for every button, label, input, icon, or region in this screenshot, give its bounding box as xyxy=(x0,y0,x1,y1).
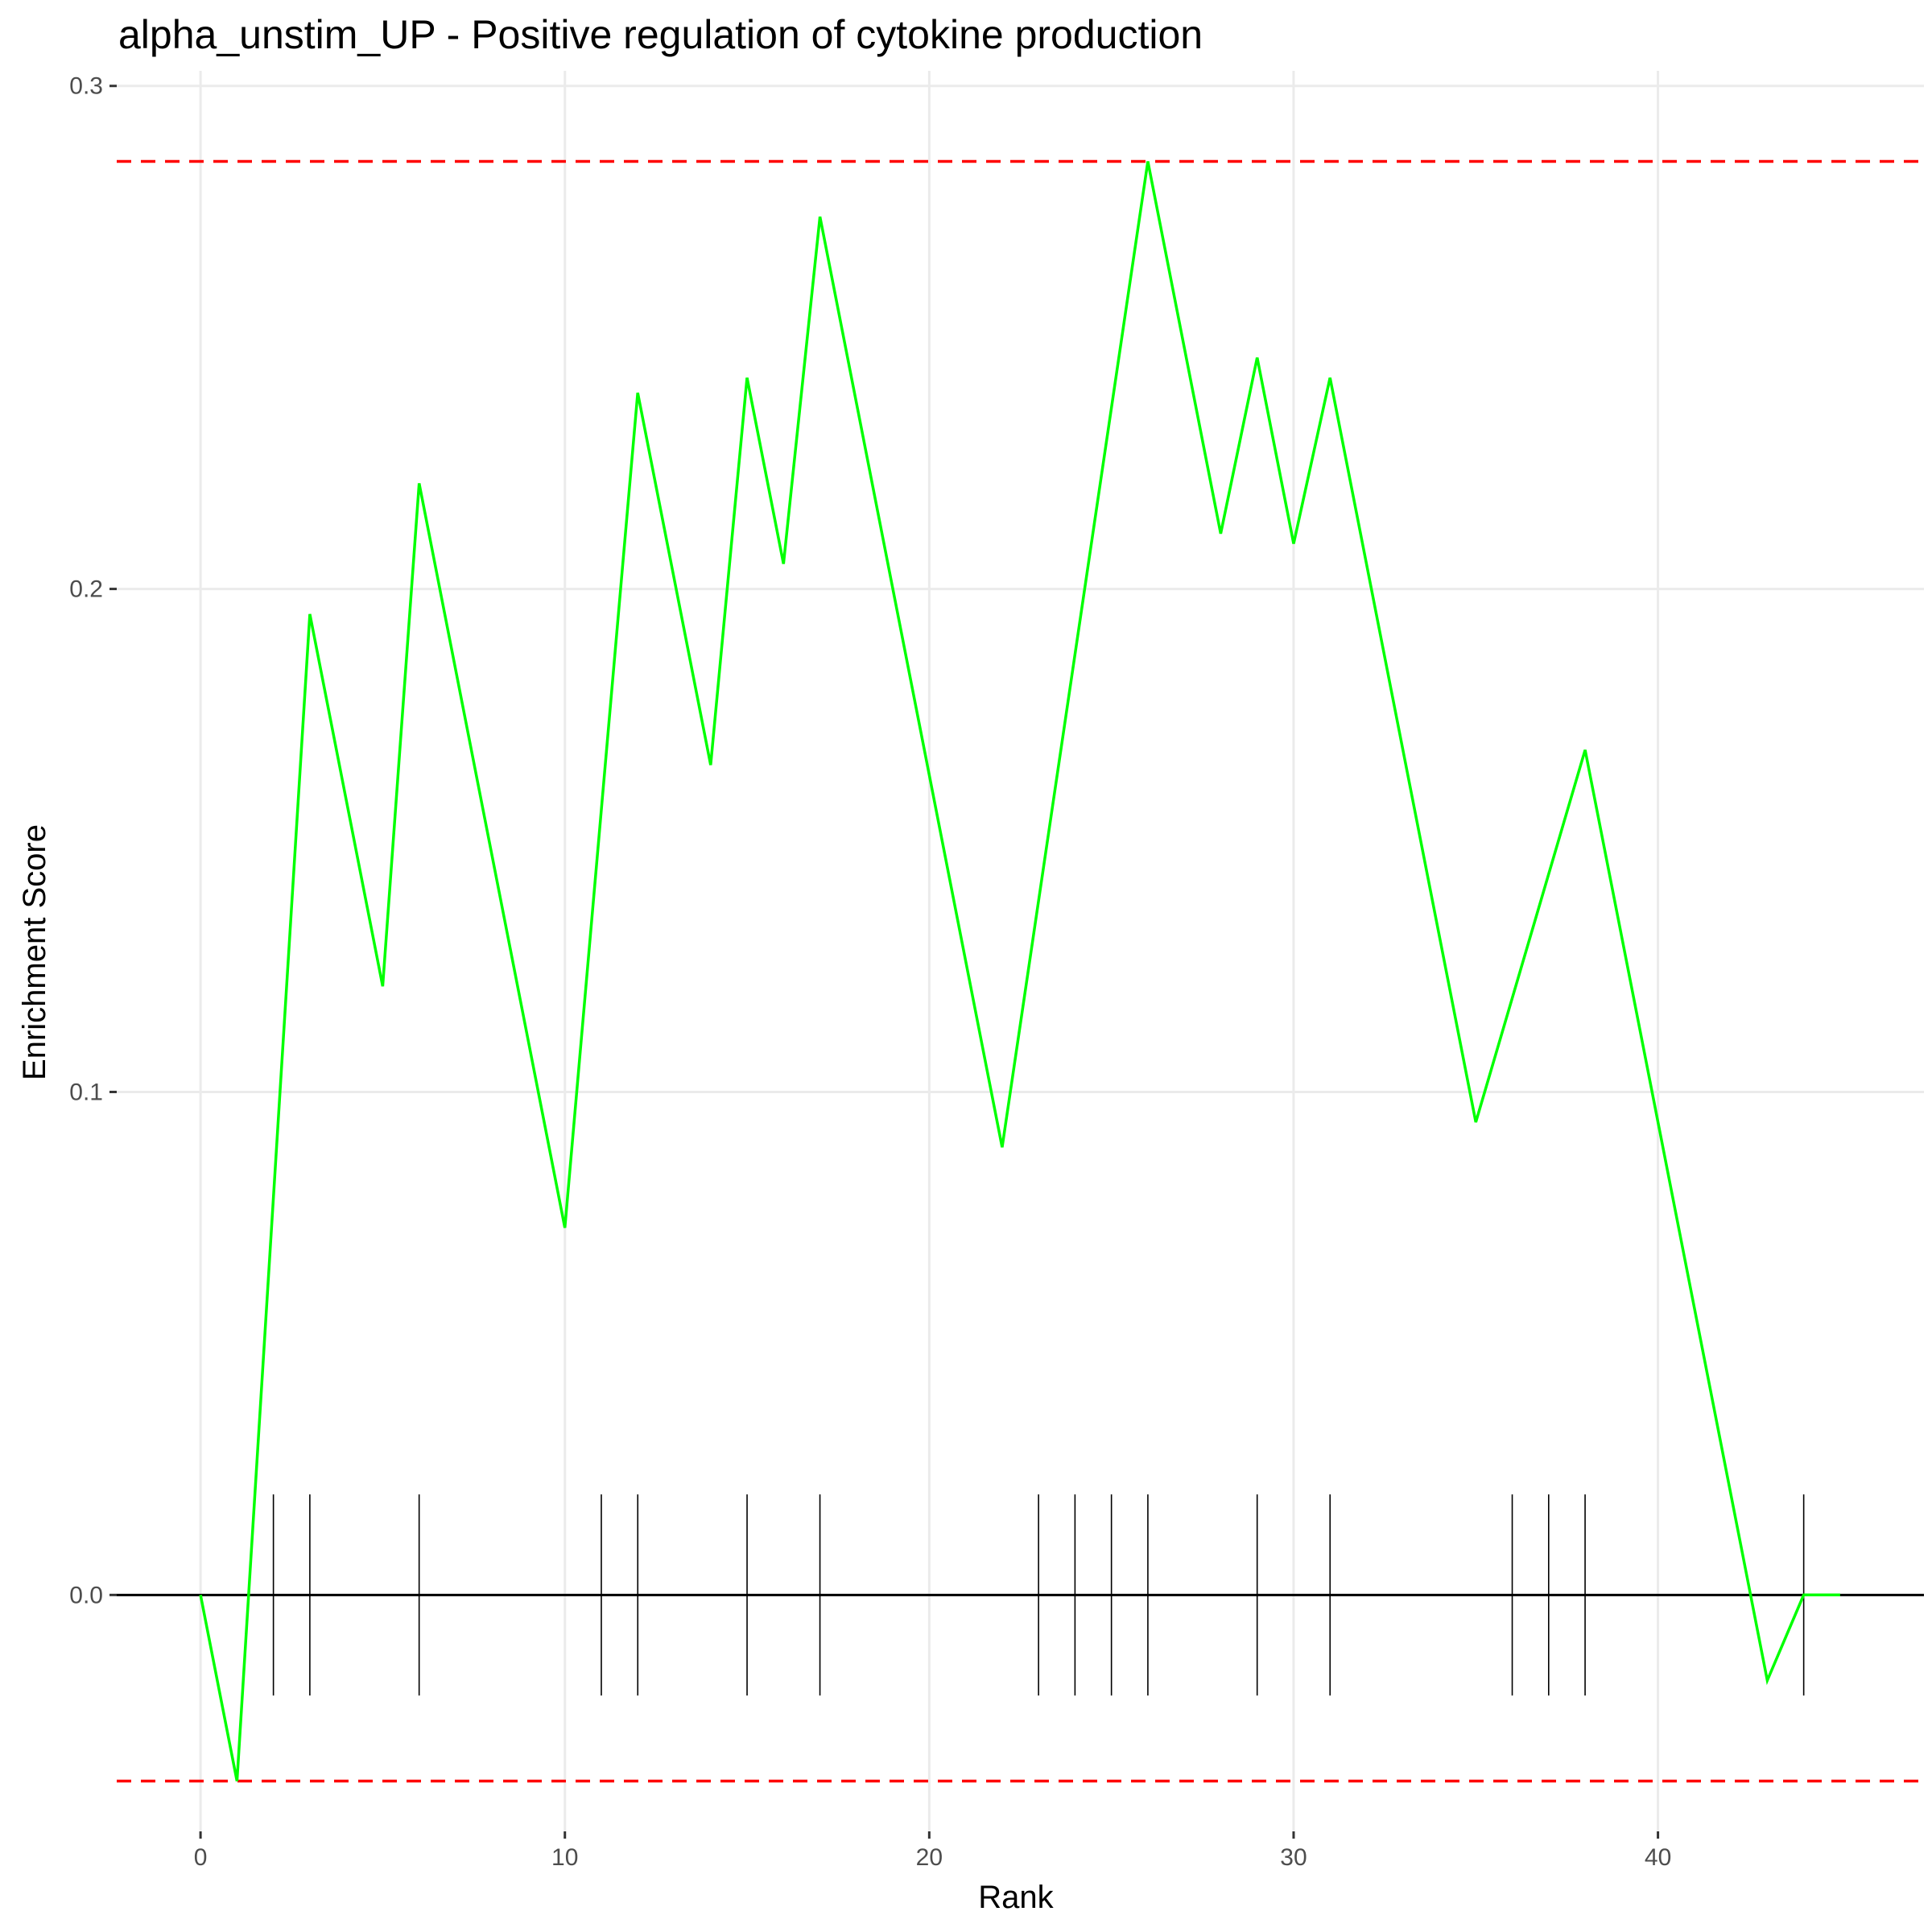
x-tick-label: 0 xyxy=(194,1844,208,1871)
y-tick-label: 0.2 xyxy=(69,576,103,603)
x-tick-label: 40 xyxy=(1645,1844,1671,1871)
x-axis-title: Rank xyxy=(978,1880,1054,1915)
x-tick-label: 30 xyxy=(1280,1844,1307,1871)
gridlines xyxy=(117,71,1924,1831)
y-tick-label: 0.0 xyxy=(69,1582,103,1608)
series-line xyxy=(199,161,1840,1781)
y-tick-label: 0.1 xyxy=(69,1079,103,1105)
rug-marks xyxy=(272,1494,1805,1696)
x-tick-label: 20 xyxy=(916,1844,943,1871)
x-tick-label: 10 xyxy=(551,1844,578,1871)
y-axis-ticks: 0.0 0.1 0.2 0.3 xyxy=(69,73,117,1608)
series-layer xyxy=(199,161,1840,1781)
x-axis-ticks: 0 10 20 30 40 xyxy=(194,1831,1671,1871)
y-axis-title: Enrichment Score xyxy=(17,824,52,1080)
reference-lines xyxy=(117,159,1924,1783)
y-tick-label: 0.3 xyxy=(69,73,103,100)
chart-title: alpha_unstim_UP - Positive regulation of… xyxy=(118,12,1203,57)
